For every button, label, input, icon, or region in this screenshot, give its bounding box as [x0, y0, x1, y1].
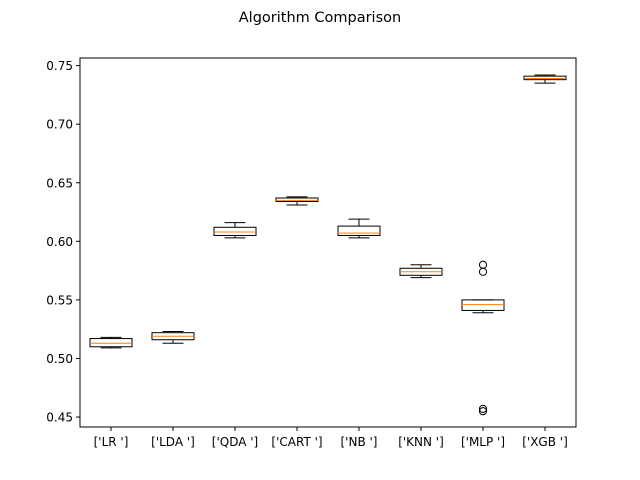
box	[213, 226, 257, 236]
x-tick-label: ['XGB ']	[522, 435, 568, 449]
y-tick-label: 0.55	[46, 293, 73, 307]
outlier-point	[478, 407, 488, 416]
box	[89, 338, 133, 348]
box	[337, 225, 381, 236]
x-tick-label: ['QDA ']	[212, 435, 258, 449]
chart-title: Algorithm Comparison	[239, 10, 401, 26]
y-tick-label: 0.50	[46, 352, 73, 366]
x-tick-label: ['LDA ']	[151, 435, 195, 449]
x-tick-label: ['CART ']	[271, 435, 322, 449]
y-tick-label: 0.75	[46, 59, 73, 73]
y-tick-label: 0.65	[46, 176, 73, 190]
x-tick-label: ['MLP ']	[461, 435, 505, 449]
x-tick-label: ['KNN ']	[398, 435, 444, 449]
x-tick-label: ['NB ']	[341, 435, 378, 449]
outlier-point	[478, 404, 488, 413]
axes-frame	[79, 57, 577, 428]
outlier-point	[478, 267, 488, 276]
y-tick-label: 0.60	[46, 235, 73, 249]
y-tick-label: 0.70	[46, 118, 73, 132]
y-tick-label: 0.45	[46, 411, 73, 425]
plot-area: 0.45 0.50 0.55 0.60 0.65 0.70 0.75 ['LR '] ['LDA…	[46, 57, 577, 449]
box	[275, 197, 319, 203]
box	[461, 299, 505, 311]
box	[523, 75, 567, 81]
x-tick-label: ['LR ']	[94, 435, 129, 449]
